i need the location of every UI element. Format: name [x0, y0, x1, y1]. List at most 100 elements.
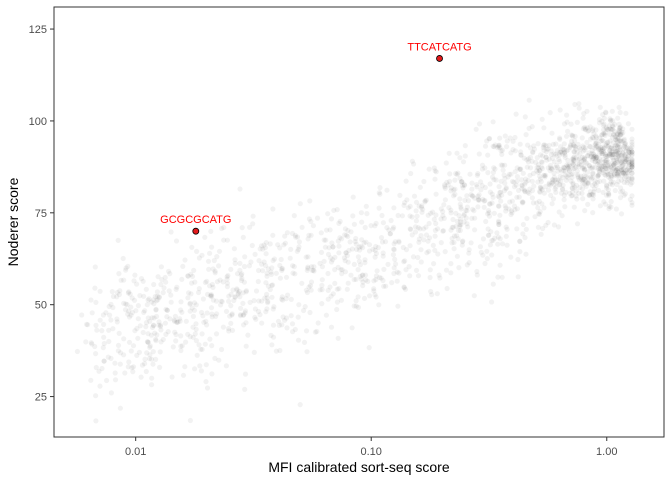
background-point [133, 308, 139, 314]
background-point [559, 213, 565, 219]
background-point [457, 223, 463, 229]
background-point [318, 230, 324, 236]
background-point [149, 375, 155, 381]
background-point [472, 227, 478, 233]
background-point [596, 158, 602, 164]
background-point [581, 173, 587, 179]
background-point [572, 184, 578, 190]
background-point [129, 309, 135, 316]
background-point [557, 107, 563, 113]
background-point [363, 203, 369, 209]
background-point [629, 200, 635, 206]
background-point [597, 166, 603, 172]
background-point [88, 340, 94, 346]
background-point [543, 154, 549, 160]
background-point [519, 200, 526, 206]
background-point [607, 145, 613, 151]
background-point [605, 139, 611, 145]
background-point [153, 356, 159, 362]
background-point [204, 310, 210, 316]
background-point [559, 187, 566, 193]
background-point [331, 207, 337, 213]
background-point [189, 273, 196, 279]
background-point [498, 198, 504, 204]
background-point [546, 181, 552, 187]
background-point [605, 159, 611, 165]
background-point [261, 259, 267, 265]
background-point [501, 188, 507, 194]
background-point [509, 198, 515, 204]
background-point [463, 215, 469, 221]
background-point [252, 251, 258, 257]
background-point [387, 231, 394, 237]
background-point [623, 170, 629, 176]
background-point [492, 142, 498, 148]
background-point [325, 251, 332, 257]
background-point [461, 182, 467, 188]
background-point [625, 153, 631, 159]
background-point [593, 127, 599, 133]
background-point [342, 226, 348, 232]
background-point [557, 149, 563, 155]
background-point [554, 180, 560, 186]
background-point [101, 340, 107, 347]
background-point [469, 215, 475, 221]
background-point [557, 166, 563, 172]
background-point [554, 162, 560, 169]
background-point [568, 178, 574, 184]
background-point [629, 144, 635, 150]
background-point [265, 266, 271, 272]
background-point [162, 320, 168, 326]
background-point [378, 235, 385, 241]
background-point [556, 209, 562, 215]
background-point [450, 224, 456, 230]
background-point [593, 154, 600, 160]
plot-background [54, 7, 664, 437]
background-point [600, 112, 606, 118]
background-point [218, 302, 224, 308]
background-point [605, 187, 612, 193]
background-point [604, 185, 610, 191]
background-point [496, 142, 502, 148]
background-point [552, 177, 558, 183]
background-point [548, 162, 554, 169]
background-point [390, 226, 396, 232]
background-point [554, 164, 561, 170]
background-point [586, 150, 592, 156]
background-point [185, 331, 191, 337]
background-point [379, 239, 386, 245]
background-point [264, 295, 270, 301]
background-point [419, 209, 425, 215]
background-point [616, 104, 622, 110]
background-point [492, 235, 498, 241]
background-point [394, 278, 400, 284]
background-point [509, 178, 516, 185]
background-point [165, 329, 171, 335]
background-point [376, 190, 382, 196]
background-point [343, 232, 349, 238]
background-point [218, 298, 224, 304]
background-point [586, 163, 593, 169]
background-point [599, 137, 605, 143]
background-point [613, 157, 620, 163]
background-point [619, 163, 626, 169]
background-point [440, 228, 447, 234]
background-point [156, 295, 162, 301]
background-point [609, 151, 616, 158]
background-point [595, 158, 601, 164]
background-point [252, 306, 258, 312]
background-point [592, 141, 599, 147]
background-point [481, 198, 487, 204]
background-point [225, 273, 231, 279]
background-point [149, 356, 155, 362]
background-point [359, 272, 365, 278]
background-point [319, 287, 325, 293]
background-point [621, 179, 627, 185]
background-point [312, 329, 318, 335]
background-point [499, 147, 506, 153]
background-point [614, 144, 621, 150]
background-point [337, 218, 343, 224]
background-point [605, 143, 611, 150]
background-point [620, 170, 627, 176]
